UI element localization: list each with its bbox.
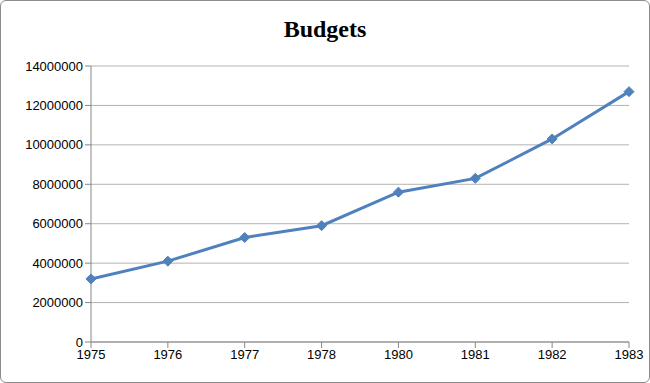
svg-text:8000000: 8000000 <box>32 177 83 192</box>
svg-text:10000000: 10000000 <box>25 137 83 152</box>
svg-text:1978: 1978 <box>307 347 336 362</box>
svg-text:1976: 1976 <box>153 347 182 362</box>
svg-text:0: 0 <box>76 335 83 350</box>
svg-text:4000000: 4000000 <box>32 256 83 271</box>
svg-text:1983: 1983 <box>615 347 642 362</box>
svg-text:2000000: 2000000 <box>32 295 83 310</box>
svg-text:6000000: 6000000 <box>32 216 83 231</box>
svg-text:1982: 1982 <box>538 347 567 362</box>
svg-text:12000000: 12000000 <box>25 98 83 113</box>
svg-text:14000000: 14000000 <box>25 59 83 74</box>
svg-text:1980: 1980 <box>384 347 413 362</box>
svg-text:1977: 1977 <box>230 347 259 362</box>
svg-text:1981: 1981 <box>461 347 490 362</box>
html-text:Budgets: Budgets <box>283 16 367 42</box>
svg-text:1975: 1975 <box>76 347 106 363</box>
